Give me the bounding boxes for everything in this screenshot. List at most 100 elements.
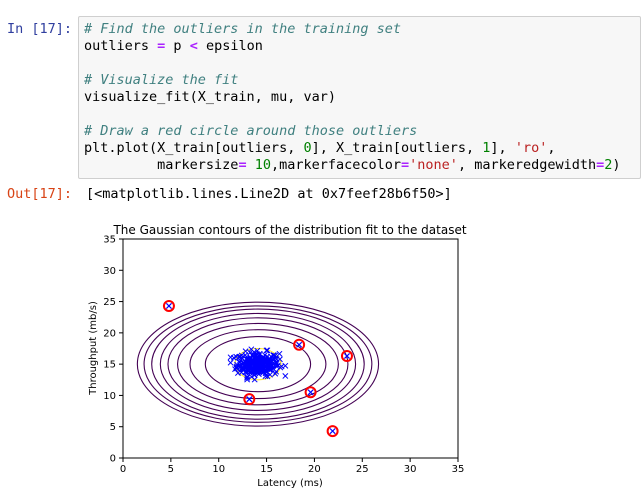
data-point <box>248 373 255 380</box>
contour-line <box>151 308 365 420</box>
code-token: visualize_fit(X_train, mu, var) <box>84 89 336 105</box>
output-text: [<matplotlib.lines.Line2D at 0x7feef28b6… <box>86 186 452 202</box>
code-token: , <box>547 140 556 156</box>
y-tick-label: 35 <box>103 235 116 246</box>
data-point <box>244 358 251 365</box>
code-token: # Draw a red circle around those outlier… <box>84 123 418 139</box>
outlier-ring <box>326 425 339 438</box>
data-point <box>264 373 271 380</box>
outlier-ring <box>304 386 317 399</box>
x-tick-label: 5 <box>168 464 174 475</box>
y-tick-label: 25 <box>103 297 116 308</box>
outlier-point <box>307 389 314 396</box>
x-tick-label: 10 <box>212 464 225 475</box>
y-axis-ticks: 0 5 10 15 20 25 30 35 <box>103 235 123 465</box>
code-editor[interactable]: # Find the outliers in the training set o… <box>78 16 641 179</box>
outlier-point <box>329 428 336 435</box>
code-token: # Visualize the fit <box>84 72 239 88</box>
data-point <box>233 365 240 372</box>
contour-line <box>159 312 357 416</box>
outlier-point <box>165 302 172 309</box>
y-tick-label: 0 <box>110 454 116 465</box>
code-line: outliers = p < epsilon <box>84 38 640 55</box>
data-point <box>257 363 264 370</box>
data-cluster <box>227 346 289 383</box>
data-point <box>244 374 251 381</box>
data-point <box>254 368 261 375</box>
contour-group <box>136 301 380 427</box>
code-line: markersize= 10,markerfacecolor='none', m… <box>84 157 640 174</box>
data-point <box>250 366 257 373</box>
data-point <box>263 347 270 354</box>
outlier-group <box>162 299 353 438</box>
contour-line <box>143 305 373 423</box>
code-line: plt.plot(X_train[outliers, 0], X_train[o… <box>84 140 640 157</box>
x-tick-label: 0 <box>120 464 126 475</box>
code-token: ], X_train[outliers, <box>311 140 483 156</box>
x-axis-label: Latency (ms) <box>257 478 323 489</box>
code-token: = <box>596 157 605 173</box>
code-token: markersize <box>84 157 239 173</box>
code-token: ], <box>490 140 515 156</box>
code-token: < <box>189 38 198 54</box>
x-tick-label: 25 <box>356 464 369 475</box>
x-tick-label: 20 <box>308 464 321 475</box>
y-tick-label: 15 <box>103 360 116 371</box>
data-point <box>252 358 259 365</box>
code-line: visualize_fit(X_train, mu, var) <box>84 89 640 106</box>
contour-line <box>167 317 349 411</box>
data-point <box>264 358 271 365</box>
code-token: , markeredgewidth <box>457 157 597 173</box>
code-token: 0 <box>303 140 312 156</box>
data-point <box>253 352 259 359</box>
outlier-ring <box>340 350 353 363</box>
data-point <box>247 354 254 361</box>
data-point <box>247 362 254 369</box>
code-token: # Find the outliers in the training set <box>84 21 401 37</box>
outlier-ring <box>162 299 175 312</box>
data-point <box>259 363 266 370</box>
code-token: = <box>401 157 410 173</box>
code-token: 2 <box>604 157 613 173</box>
data-point <box>248 346 255 353</box>
data-point <box>272 370 279 377</box>
code-line: # Visualize the fit <box>84 72 640 89</box>
data-point <box>239 363 246 370</box>
y-axis-label: Throughput (mb/s) <box>88 301 99 396</box>
outlier-ring <box>293 338 306 351</box>
data-point <box>282 373 289 379</box>
data-point <box>282 362 289 369</box>
y-tick-label: 10 <box>103 391 116 402</box>
outlier-point <box>343 352 350 360</box>
outlier-ring <box>243 393 256 406</box>
data-point <box>256 350 263 357</box>
data-point <box>273 356 280 363</box>
code-token: 1 <box>482 140 491 156</box>
code-token: 'none' <box>409 157 458 173</box>
data-point <box>258 356 265 363</box>
data-point <box>263 368 270 375</box>
chart-title: The Gaussian contours of the distributio… <box>112 223 466 237</box>
data-point <box>227 354 234 361</box>
code-token: p <box>165 38 190 54</box>
contour-line <box>136 301 380 427</box>
code-token: ,markerfacecolor <box>270 157 402 173</box>
x-tick-label: 35 <box>452 464 465 475</box>
code-token: plt.plot(X_train[outliers, <box>84 140 304 156</box>
data-point <box>264 347 271 354</box>
data-point <box>276 350 283 357</box>
input-prompt: In [17]: <box>7 21 73 37</box>
x-axis-ticks: 0 5 10 15 20 25 30 35 <box>120 458 465 475</box>
code-line: # Draw a red circle around those outlier… <box>84 123 640 140</box>
data-point <box>227 359 234 366</box>
code-token: 'ro' <box>514 140 548 156</box>
data-point <box>255 368 262 375</box>
y-tick-label: 20 <box>103 328 116 339</box>
code-token: outliers <box>84 38 158 54</box>
outlier-point <box>246 396 253 403</box>
contour-line <box>177 322 339 406</box>
data-point <box>273 363 280 370</box>
data-point <box>236 353 243 360</box>
y-tick-label: 5 <box>110 422 116 433</box>
